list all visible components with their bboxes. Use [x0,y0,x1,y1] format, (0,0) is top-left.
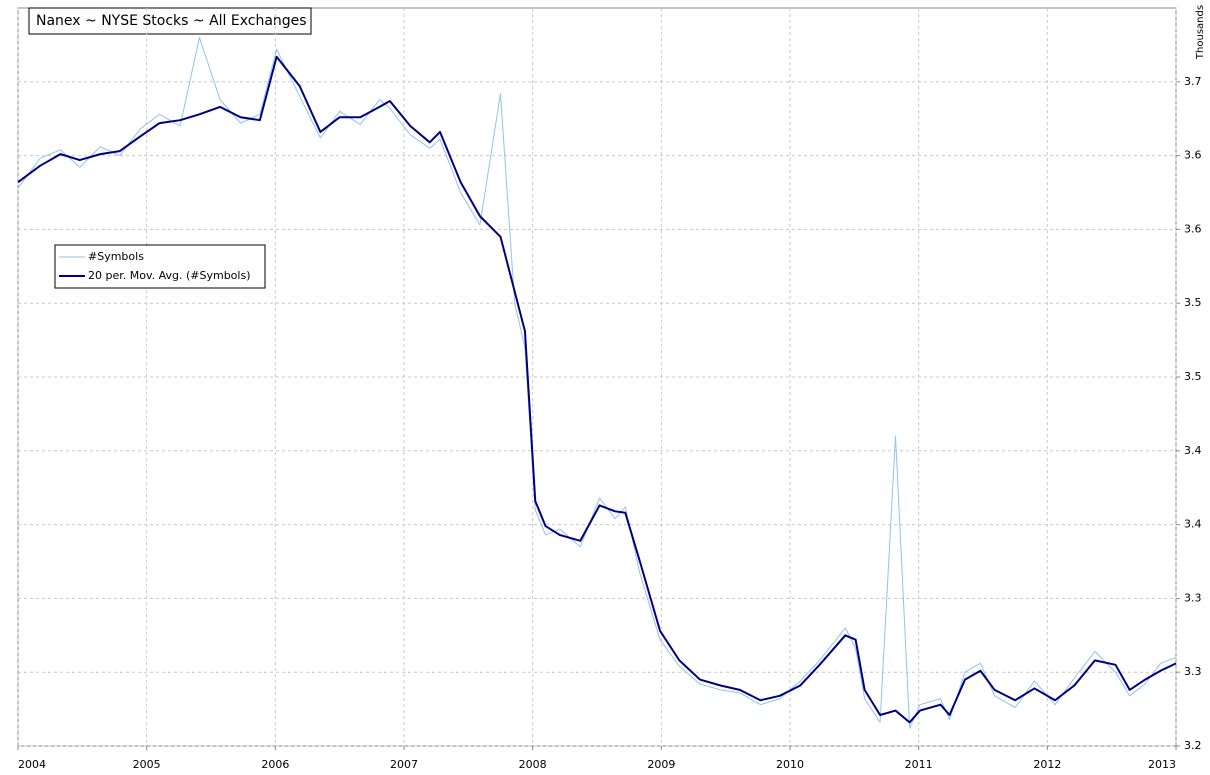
legend-label: #Symbols [88,250,144,263]
y-tick-label: 3.6 [1184,149,1202,162]
legend-box [54,244,266,289]
x-tick-label: 2013 [1148,758,1176,771]
y-axis-label: Thousands [1195,5,1206,60]
x-tick-label: 2008 [519,758,547,771]
y-tick-label: 3.3 [1184,591,1202,604]
title-box [28,7,312,35]
series-line [17,55,1177,724]
x-tick-label: 2009 [647,758,675,771]
y-tick-label: 3.2 [1184,739,1202,752]
y-tick-label: 3.7 [1184,75,1202,88]
series-line [17,37,1177,729]
x-tick-label: 2010 [776,758,804,771]
x-tick-label: 2004 [18,758,46,771]
y-tick-label: 3.3 [1184,665,1202,678]
legend-label: 20 per. Mov. Avg. (#Symbols) [88,269,251,282]
x-tick-label: 2007 [390,758,418,771]
y-tick-label: 3.4 [1184,518,1202,531]
x-tick-label: 2005 [133,758,161,771]
x-tick-label: 2012 [1033,758,1061,771]
y-tick-label: 3.5 [1184,296,1202,309]
y-tick-label: 3.5 [1184,370,1202,383]
x-tick-label: 2011 [905,758,933,771]
y-tick-label: 3.4 [1184,444,1202,457]
y-tick-label: 3.6 [1184,222,1202,235]
chart-title: Nanex ~ NYSE Stocks ~ All Exchanges [36,13,307,29]
x-tick-label: 2006 [261,758,289,771]
